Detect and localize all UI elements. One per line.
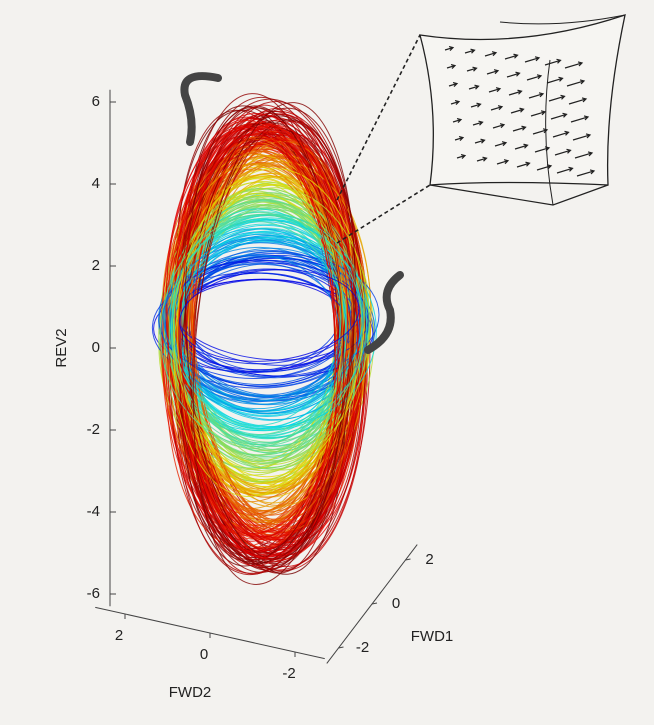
trajectory [179,269,360,362]
x-tick-label: -2 [282,665,295,682]
z-tick-label: -4 [87,503,100,520]
arrow-glyph [526,74,543,81]
arrow-glyph [546,76,564,84]
arrow-glyph [536,164,553,171]
y-axis-label: FWD1 [411,628,454,645]
arrow-glyph [564,61,584,69]
arrow-glyph [468,84,480,90]
x-tick-label: 0 [200,646,208,663]
trajectory [178,120,336,541]
arrow-glyph [524,56,541,63]
arrow-glyph [530,110,547,117]
arrow-glyph [444,46,455,52]
z-tick-label: 0 [92,339,100,356]
z-axis-label: REV2 [53,328,70,367]
arrow-glyph [548,94,566,102]
arrow-glyph [508,89,523,96]
inset-sketch [336,14,626,244]
arrow-glyph [464,48,476,54]
arrow-glyph [446,64,457,70]
arrow-glyph [470,102,482,108]
trajectory [180,134,339,559]
trajectory [170,220,347,444]
arrow-glyph [448,82,459,88]
arrow-glyph [550,112,568,120]
trajectory [192,102,356,585]
arrow-glyph [488,87,502,93]
trajectory [183,113,353,567]
y-tick-label: 2 [425,551,433,568]
arrow-glyph [534,146,551,153]
arrow-glyph [450,100,461,106]
arrow-glyph [492,123,506,129]
trajectory [177,150,343,512]
arrow-glyph [456,154,467,160]
arrow-glyph [552,130,570,138]
arrow-glyph [532,128,549,135]
y-tick [371,602,378,605]
arrow-glyph [472,120,484,126]
trajectory [160,214,363,447]
arrow-glyph [486,69,500,75]
arrow-glyph [466,66,478,72]
axes: -6 -4 -2 0 2 4 6 2 0 -2 2 0 -2 [87,89,434,682]
arrow-glyph [514,143,529,150]
arrow-glyph [510,107,525,114]
y-tick-label: -2 [356,639,369,656]
trajectory [163,242,364,398]
arrow-glyph [476,156,488,162]
arrow-glyph [474,138,486,144]
arrow-glyph [494,141,508,147]
arrow-glyph [556,166,574,174]
trajectory [189,104,342,554]
trajectory [190,120,355,575]
arrow-glyph [554,148,572,156]
arrow-glyph [528,92,545,99]
worm-icon [180,72,222,146]
y-tick-label: 0 [392,595,400,612]
arrow-glyph [544,58,562,66]
arrow-glyph [496,159,510,165]
y-tick [405,558,411,561]
trajectory [171,213,368,431]
z-tick-label: 2 [92,257,100,274]
arrow-glyph [516,161,531,168]
z-tick-label: 4 [92,175,100,192]
trajectory [179,107,356,562]
arrow-glyph [512,125,527,132]
trajectory [170,252,380,379]
arrow-glyph [452,118,463,124]
trajectories [151,93,380,585]
arrow-glyph [504,53,519,60]
arrow-glyph [484,51,498,57]
z-tick-label: -6 [87,585,100,602]
arrow-glyph [454,136,465,142]
arrow-glyph [506,71,521,78]
x-axis-label: FWD2 [169,684,212,701]
trajectory [176,168,365,478]
arrow-glyph [574,151,594,159]
arrow-glyph [490,105,504,111]
trajectory [172,187,370,466]
y-tick [338,646,344,649]
trajectory [192,124,348,533]
trajectory [182,192,365,450]
x-tick-label: 2 [115,627,123,644]
arrow-glyph [568,97,588,105]
arrow-glyph [570,115,590,123]
arrow-glyph [576,169,596,177]
worm-icon [364,271,404,354]
z-tick-label: -2 [87,421,100,438]
arrow-glyph [572,133,592,141]
trajectory [190,136,351,522]
arrow-glyph [566,79,586,87]
z-tick-label: 6 [92,93,100,110]
